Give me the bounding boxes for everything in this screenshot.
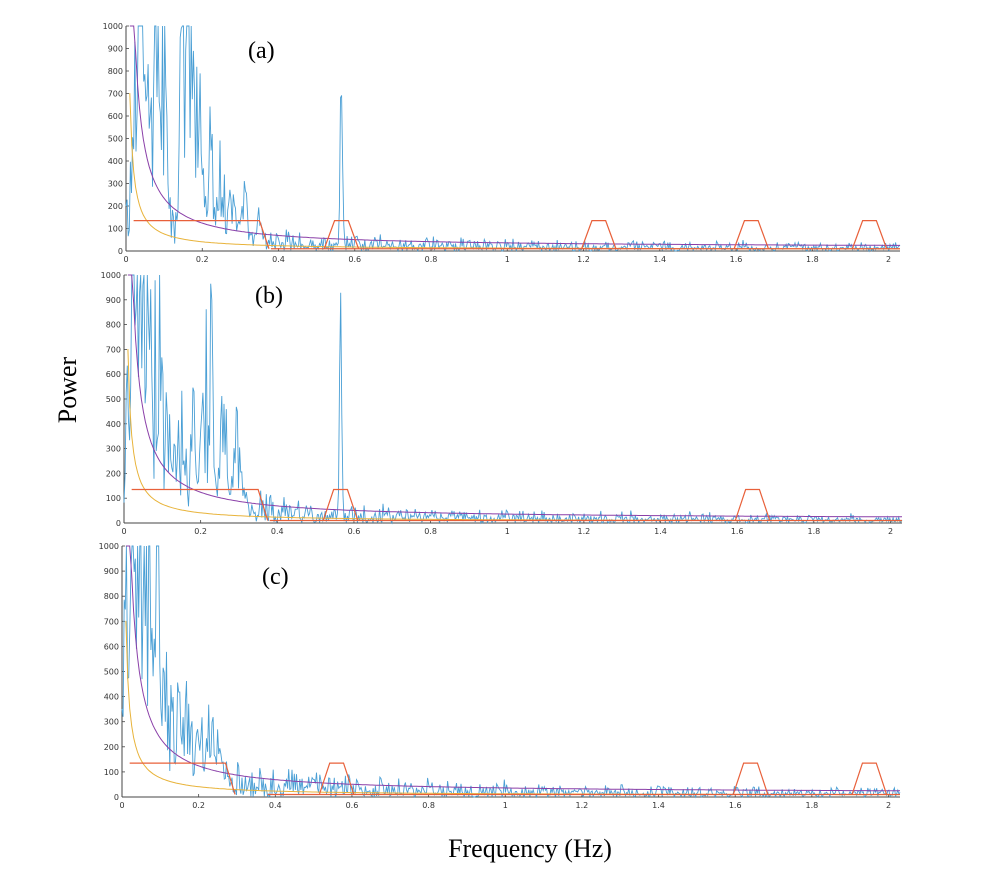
x-tick-label: 1.6 bbox=[730, 255, 743, 264]
x-axis-title: Frequency (Hz) bbox=[448, 834, 612, 863]
y-tick-label: 400 bbox=[108, 157, 123, 166]
y-tick-label: 100 bbox=[106, 494, 121, 503]
y-tick-label: 700 bbox=[106, 345, 121, 354]
fit-curve-yellow-a bbox=[129, 93, 900, 250]
fit-curve-yellow-c bbox=[125, 620, 900, 796]
y-tick-label: 100 bbox=[104, 768, 119, 777]
x-tick-label: 0.2 bbox=[194, 527, 207, 536]
y-tick-label: 1000 bbox=[99, 542, 119, 551]
y-tick-label: 600 bbox=[108, 112, 123, 121]
fit-curve-purple-c bbox=[125, 545, 900, 792]
filter-band-a-1 bbox=[323, 220, 360, 249]
x-tick-label: 0 bbox=[119, 801, 124, 810]
spectrum-series-a bbox=[125, 25, 901, 253]
x-tick-label: 0.2 bbox=[196, 255, 209, 264]
spectrum-series-b bbox=[123, 274, 903, 525]
filter-band-a-2 bbox=[581, 220, 617, 249]
y-tick-label: 700 bbox=[104, 617, 119, 626]
filter-band-c-2 bbox=[732, 762, 769, 795]
x-tick-label: 2 bbox=[888, 527, 893, 536]
y-tick-label: 200 bbox=[106, 469, 121, 478]
y-tick-label: 0 bbox=[114, 793, 119, 802]
y-tick-label: 800 bbox=[108, 67, 123, 76]
y-tick-label: 500 bbox=[106, 395, 121, 404]
filter-band-b-2 bbox=[734, 488, 771, 521]
y-tick-label: 600 bbox=[104, 642, 119, 651]
panel-label-a: (a) bbox=[248, 38, 275, 64]
x-tick-label: 0 bbox=[123, 255, 128, 264]
panel-c: (c) 0 100 200 300 400 500 600 700 800 900 1000 0 0.2 0… bbox=[99, 542, 901, 810]
fit-curve-purple-a bbox=[129, 25, 900, 246]
y-tick-label: 1000 bbox=[103, 22, 123, 31]
y-tick-label: 600 bbox=[106, 370, 121, 379]
x-tick-label: 1.4 bbox=[652, 801, 665, 810]
y-tick-label: 200 bbox=[108, 202, 123, 211]
x-tick-label: 1.2 bbox=[577, 255, 590, 264]
x-tick-label: 1.4 bbox=[654, 527, 667, 536]
filter-band-a-3 bbox=[733, 220, 770, 249]
filter-band-c-3 bbox=[851, 762, 888, 795]
y-tick-label: 500 bbox=[108, 135, 123, 144]
x-tick-label: 1.4 bbox=[653, 255, 666, 264]
y-tick-label: 300 bbox=[104, 718, 119, 727]
y-tick-label: 800 bbox=[104, 592, 119, 601]
panel-label-b: (b) bbox=[255, 283, 283, 309]
y-tick-label: 800 bbox=[106, 321, 121, 330]
x-tick-label: 0 bbox=[121, 527, 126, 536]
x-tick-label: 1.2 bbox=[578, 527, 591, 536]
y-tick-label: 1000 bbox=[101, 271, 121, 280]
x-tick-label: 1 bbox=[505, 255, 510, 264]
y-tick-label: 900 bbox=[108, 45, 123, 54]
x-tick-label: 0.6 bbox=[348, 255, 361, 264]
filter-band-b-0 bbox=[131, 488, 269, 521]
x-tick-label: 0.6 bbox=[346, 801, 359, 810]
x-tick-label: 0.4 bbox=[271, 527, 284, 536]
y-tick-label: 400 bbox=[104, 693, 119, 702]
y-tick-label: 300 bbox=[106, 445, 121, 454]
x-tick-label: 0.8 bbox=[425, 255, 438, 264]
x-tick-label: 1.8 bbox=[807, 527, 820, 536]
x-tick-label: 2 bbox=[886, 255, 891, 264]
filter-band-a-0 bbox=[133, 220, 270, 249]
y-tick-label: 400 bbox=[106, 420, 121, 429]
x-tick-label: 0.8 bbox=[422, 801, 435, 810]
x-tick-label: 0.8 bbox=[424, 527, 437, 536]
y-tick-label: 900 bbox=[106, 296, 121, 305]
y-tick-label: 0 bbox=[116, 519, 121, 528]
x-tick-label: 0.2 bbox=[192, 801, 205, 810]
x-tick-label: 1 bbox=[503, 801, 508, 810]
x-tick-label: 1.2 bbox=[576, 801, 589, 810]
x-tick-label: 0.4 bbox=[272, 255, 285, 264]
x-tick-label: 0.6 bbox=[348, 527, 361, 536]
y-tick-label: 0 bbox=[118, 247, 123, 256]
x-tick-label: 1 bbox=[505, 527, 510, 536]
panel-label-c: (c) bbox=[262, 564, 289, 590]
panel-a: (a) 0 100 200 300 400 500 600 700 800 900 1000 0 0.2 0… bbox=[103, 22, 901, 264]
x-tick-label: 0.4 bbox=[269, 801, 282, 810]
fit-curve-yellow-b bbox=[127, 348, 902, 522]
x-tick-label: 1.6 bbox=[729, 801, 742, 810]
y-tick-label: 700 bbox=[108, 90, 123, 99]
y-tick-label: 200 bbox=[104, 743, 119, 752]
panel-b: (b) 0 100 200 300 400 500 600 700 800 900 1000 0 0.2 0… bbox=[101, 271, 903, 536]
y-tick-label: 100 bbox=[108, 225, 123, 234]
spectrum-series-c bbox=[121, 545, 901, 799]
x-tick-label: 1.6 bbox=[731, 527, 744, 536]
filter-band-b-1 bbox=[322, 488, 359, 521]
x-tick-label: 1.8 bbox=[806, 255, 819, 264]
y-tick-label: 500 bbox=[104, 668, 119, 677]
filter-band-a-4 bbox=[851, 220, 888, 249]
y-tick-label: 900 bbox=[104, 567, 119, 576]
x-tick-label: 2 bbox=[886, 801, 891, 810]
y-axis-title: Power bbox=[53, 356, 82, 423]
filter-band-c-1 bbox=[318, 762, 355, 795]
filter-band-c-0 bbox=[129, 762, 236, 795]
x-tick-label: 1.8 bbox=[805, 801, 818, 810]
y-tick-label: 300 bbox=[108, 180, 123, 189]
fit-curve-purple-b bbox=[127, 274, 902, 518]
